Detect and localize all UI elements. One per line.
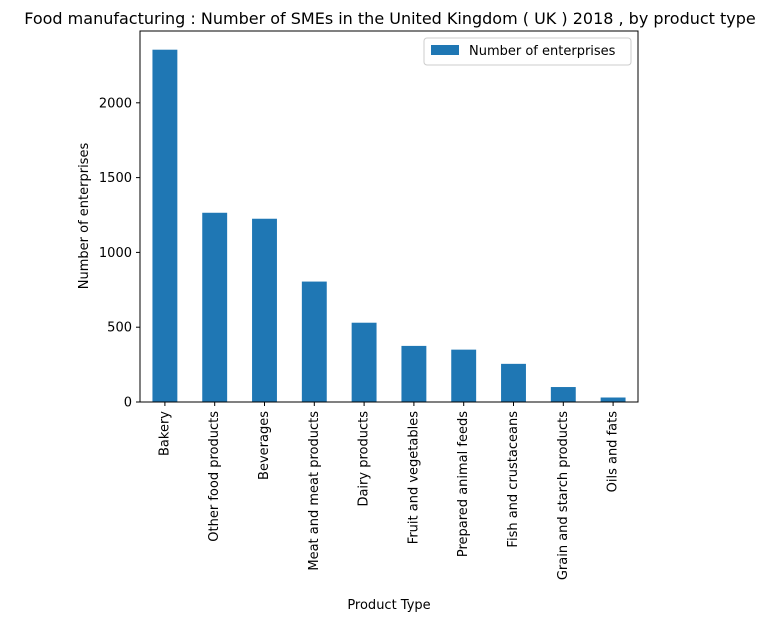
legend-swatch	[431, 45, 459, 55]
x-tick-label: Prepared animal feeds	[456, 411, 471, 557]
x-tick-label: Oils and fats	[606, 411, 621, 493]
bars-layer	[152, 49, 626, 402]
y-tick-label: 0	[124, 396, 132, 411]
bar	[351, 322, 377, 402]
y-axis: 0 500 1000 1500 2000	[99, 96, 140, 411]
x-tick-label: Meat and meat products	[307, 411, 322, 571]
x-tick-label: Dairy products	[357, 411, 372, 507]
x-tick-label: Fish and crustaceans	[506, 411, 521, 548]
legend-label: Number of enterprises	[469, 44, 616, 59]
bar	[451, 349, 477, 402]
bar	[401, 345, 427, 402]
legend: Number of enterprises	[423, 37, 632, 66]
bar	[501, 363, 526, 402]
bar	[202, 212, 228, 402]
bar	[301, 281, 327, 402]
x-tick-label: Bakery	[157, 411, 172, 456]
y-tick-label: 500	[107, 321, 132, 336]
plot-frame	[139, 30, 639, 403]
bar	[252, 218, 277, 402]
x-axis: Bakery Other food products Beverages Meat a…	[157, 402, 621, 580]
x-tick-label: Beverages	[257, 411, 272, 480]
y-tick-label: 2000	[99, 96, 132, 111]
bar	[550, 387, 576, 402]
x-tick-label: Grain and starch products	[556, 411, 571, 580]
x-axis-label: Product Type	[347, 598, 430, 613]
legend-frame	[423, 37, 632, 66]
bar	[600, 397, 626, 402]
chart-title: Food manufacturing : Number of SMEs in t…	[24, 9, 756, 28]
y-axis-label: Number of enterprises	[77, 143, 92, 290]
x-tick-label: Fruit and vegetables	[406, 411, 421, 544]
bar	[152, 49, 178, 402]
y-tick-label: 1000	[99, 246, 132, 261]
x-tick-label: Other food products	[207, 411, 222, 542]
y-tick-label: 1500	[99, 171, 132, 186]
